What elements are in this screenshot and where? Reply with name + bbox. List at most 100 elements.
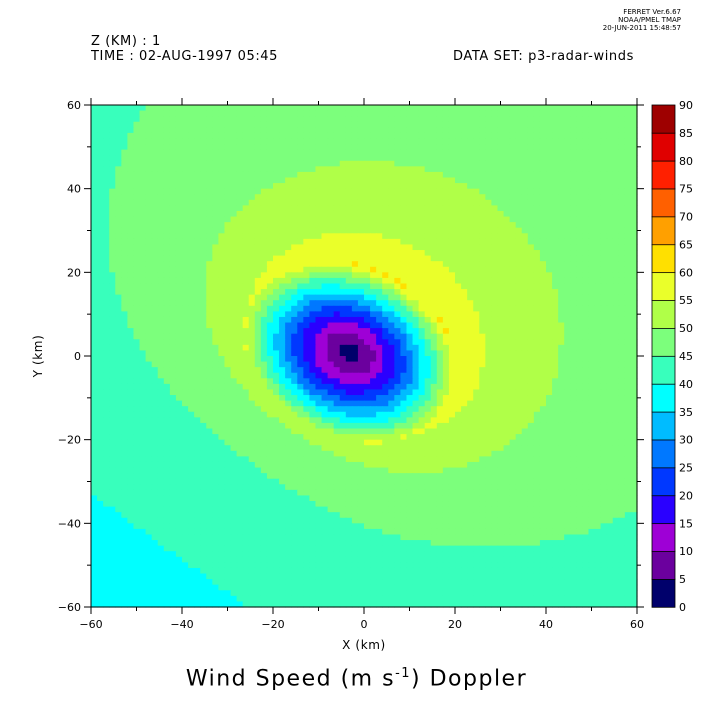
field-cell xyxy=(479,199,486,206)
field-cell xyxy=(303,199,310,206)
field-cell xyxy=(630,105,638,112)
field-cell xyxy=(103,116,110,123)
field-cell xyxy=(242,116,250,123)
field-cell xyxy=(200,105,207,112)
field-cell xyxy=(588,395,596,402)
field-cell xyxy=(370,367,377,374)
field-cell xyxy=(309,411,317,418)
field-cell xyxy=(612,261,620,268)
field-cell xyxy=(297,395,304,402)
field-cell xyxy=(570,406,577,413)
field-cell xyxy=(285,322,292,329)
field-cell xyxy=(273,244,280,251)
field-cell xyxy=(400,294,408,301)
field-cell xyxy=(497,356,505,363)
field-cell xyxy=(400,406,408,413)
field-cell xyxy=(539,183,547,190)
field-cell xyxy=(303,244,310,251)
field-cell xyxy=(285,138,292,145)
field-cell xyxy=(558,233,565,240)
field-cell xyxy=(448,199,456,206)
field-cell xyxy=(175,216,183,223)
field-cell xyxy=(139,277,147,285)
field-cell xyxy=(527,383,535,391)
field-cell xyxy=(333,266,341,273)
field-cell xyxy=(539,177,547,184)
field-cell xyxy=(509,205,517,212)
field-cell xyxy=(279,316,286,324)
field-cell xyxy=(539,216,547,223)
field-cell xyxy=(509,166,517,173)
field-cell xyxy=(509,372,517,379)
field-cell xyxy=(121,389,128,396)
field-cell xyxy=(260,328,268,335)
field-cell xyxy=(127,300,135,307)
field-cell xyxy=(388,144,395,151)
field-cell xyxy=(364,194,371,201)
field-cell xyxy=(297,305,304,312)
field-cell xyxy=(364,277,371,285)
field-cell xyxy=(394,367,401,374)
field-cell xyxy=(279,188,286,195)
field-cell xyxy=(230,183,238,190)
field-cell xyxy=(121,132,128,140)
field-cell xyxy=(127,294,135,301)
field-cell xyxy=(273,316,280,324)
field-cell xyxy=(91,277,98,285)
field-cell xyxy=(448,205,456,212)
field-cell xyxy=(382,116,389,123)
field-cell xyxy=(509,132,517,140)
field-cell xyxy=(242,105,250,112)
field-cell xyxy=(242,294,250,301)
field-cell xyxy=(612,272,620,279)
field-cell xyxy=(491,289,499,296)
field-cell xyxy=(467,328,474,335)
field-cell xyxy=(497,305,505,312)
field-cell xyxy=(175,283,183,290)
field-cell xyxy=(357,400,365,407)
field-cell xyxy=(260,127,268,134)
field-cell xyxy=(103,356,110,363)
field-cell xyxy=(242,188,250,195)
field-cell xyxy=(279,344,286,352)
field-cell xyxy=(521,261,529,268)
field-cell xyxy=(145,255,153,262)
field-cell xyxy=(552,183,559,190)
field-cell xyxy=(224,305,232,312)
field-cell xyxy=(175,294,183,301)
field-cell xyxy=(582,316,590,324)
field-cell xyxy=(333,383,341,391)
field-cell xyxy=(412,149,420,156)
field-cell xyxy=(145,216,153,223)
field-cell xyxy=(260,144,268,151)
field-cell xyxy=(418,272,426,279)
field-cell xyxy=(145,138,153,145)
field-cell xyxy=(594,322,602,329)
field-cell xyxy=(564,339,571,346)
field-cell xyxy=(570,255,577,262)
field-cell xyxy=(139,194,147,201)
field-cell xyxy=(394,121,401,128)
field-cell xyxy=(266,316,274,324)
field-cell xyxy=(509,266,517,273)
field-cell xyxy=(266,121,274,128)
field-cell xyxy=(600,244,608,251)
field-cell xyxy=(248,233,256,240)
field-cell xyxy=(188,188,195,195)
field-cell xyxy=(552,283,559,290)
field-cell xyxy=(109,110,116,117)
field-cell xyxy=(242,311,250,318)
field-cell xyxy=(357,395,365,402)
field-cell xyxy=(448,105,456,112)
field-cell xyxy=(570,395,577,402)
field-cell xyxy=(188,149,195,156)
field-cell xyxy=(412,372,420,379)
field-cell xyxy=(479,183,486,190)
field-cell xyxy=(552,305,559,312)
field-cell xyxy=(303,395,310,402)
field-cell xyxy=(503,361,511,368)
field-cell xyxy=(212,339,219,346)
field-cell xyxy=(400,105,408,112)
field-cell xyxy=(606,144,614,151)
field-cell xyxy=(612,216,620,223)
